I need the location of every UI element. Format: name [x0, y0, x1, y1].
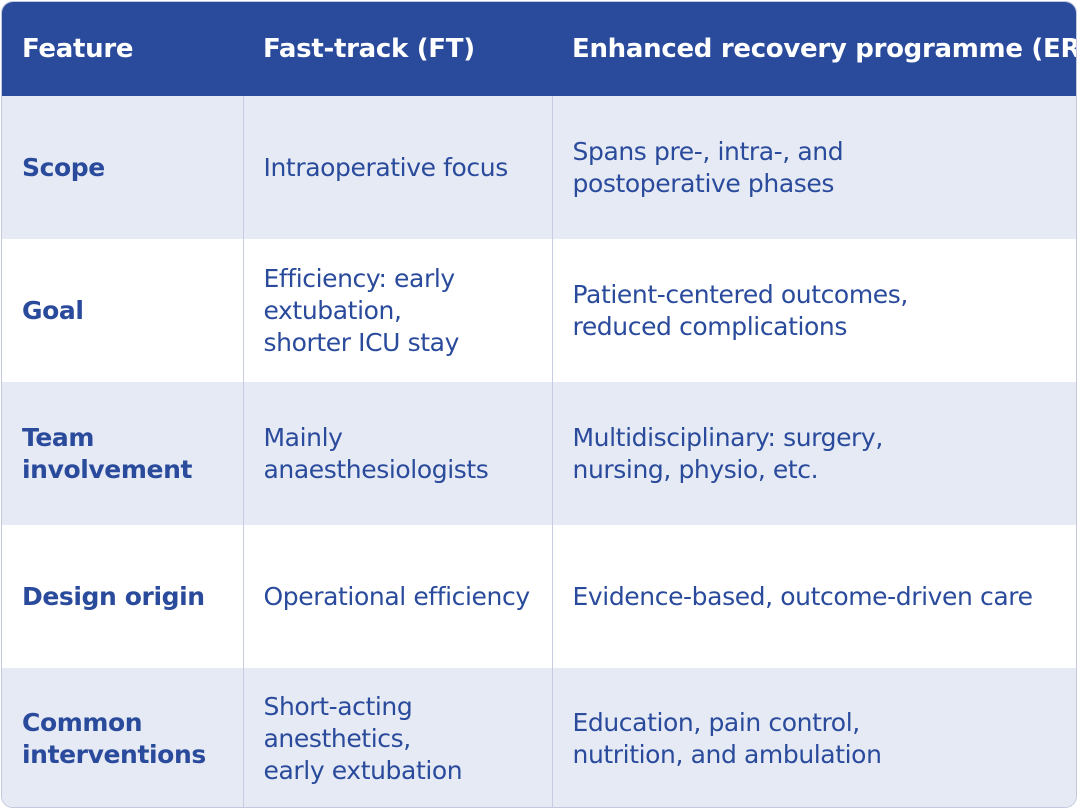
fast-track-text: Short-acting anesthetics, early extubati…	[263, 691, 463, 785]
table-body: Scope Intraoperative focus Spans pre-, i…	[2, 96, 1076, 807]
feature-cell: Common interventions	[2, 668, 243, 807]
erp-cell: Multidisciplinary: surgery, nursing, phy…	[551, 382, 1076, 525]
erp-cell: Evidence-based, outcome-driven care	[551, 525, 1076, 668]
feature-label: Scope	[22, 152, 105, 182]
header-feature: Feature	[2, 2, 243, 96]
erp-cell: Spans pre-, intra-, and postoperative ph…	[551, 96, 1076, 239]
feature-cell: Design origin	[2, 525, 243, 668]
erp-cell: Patient-centered outcomes, reduced compl…	[551, 239, 1076, 382]
header-row: Feature Fast-track (FT) Enhanced recover…	[2, 2, 1076, 96]
feature-cell: Team involvement	[2, 382, 243, 525]
header-erp: Enhanced recovery programme (ERP)	[552, 2, 1076, 96]
fast-track-cell: Mainly anaesthesiologists	[242, 382, 552, 525]
table-row: Team involvement Mainly anaesthesiologis…	[2, 382, 1076, 525]
fast-track-text: Operational efficiency	[263, 581, 531, 611]
erp-text: Spans pre-, intra-, and postoperative ph…	[572, 136, 844, 198]
fast-track-text: Mainly anaesthesiologists	[263, 422, 489, 484]
fast-track-text: Efficiency: early extubation, shorter IC…	[263, 263, 460, 357]
fast-track-cell: Operational efficiency	[242, 525, 552, 668]
erp-text: Education, pain control, nutrition, and …	[572, 707, 882, 769]
erp-cell: Education, pain control, nutrition, and …	[551, 668, 1076, 807]
fast-track-cell: Intraoperative focus	[242, 96, 552, 239]
feature-label: Common interventions	[22, 707, 206, 769]
table-row: Goal Efficiency: early extubation, short…	[2, 239, 1076, 382]
feature-label: Design origin	[22, 581, 205, 611]
fast-track-cell: Short-acting anesthetics, early extubati…	[242, 668, 552, 807]
erp-text: Multidisciplinary: surgery, nursing, phy…	[572, 422, 884, 484]
fast-track-text: Intraoperative focus	[263, 152, 509, 182]
feature-cell: Scope	[2, 96, 243, 239]
fast-track-cell: Efficiency: early extubation, shorter IC…	[242, 239, 552, 382]
erp-text: Patient-centered outcomes, reduced compl…	[572, 279, 909, 341]
feature-label: Goal	[22, 295, 84, 325]
table-row: Common interventions Short-acting anesth…	[2, 668, 1076, 807]
erp-text: Evidence-based, outcome-driven care	[572, 581, 1034, 611]
table-header: Feature Fast-track (FT) Enhanced recover…	[2, 2, 1076, 96]
table-row: Scope Intraoperative focus Spans pre-, i…	[2, 96, 1076, 239]
header-fast-track: Fast-track (FT)	[243, 2, 552, 96]
feature-label: Team involvement	[22, 422, 193, 484]
feature-cell: Goal	[2, 239, 243, 382]
table-row: Design origin Operational efficiency Evi…	[2, 525, 1076, 668]
